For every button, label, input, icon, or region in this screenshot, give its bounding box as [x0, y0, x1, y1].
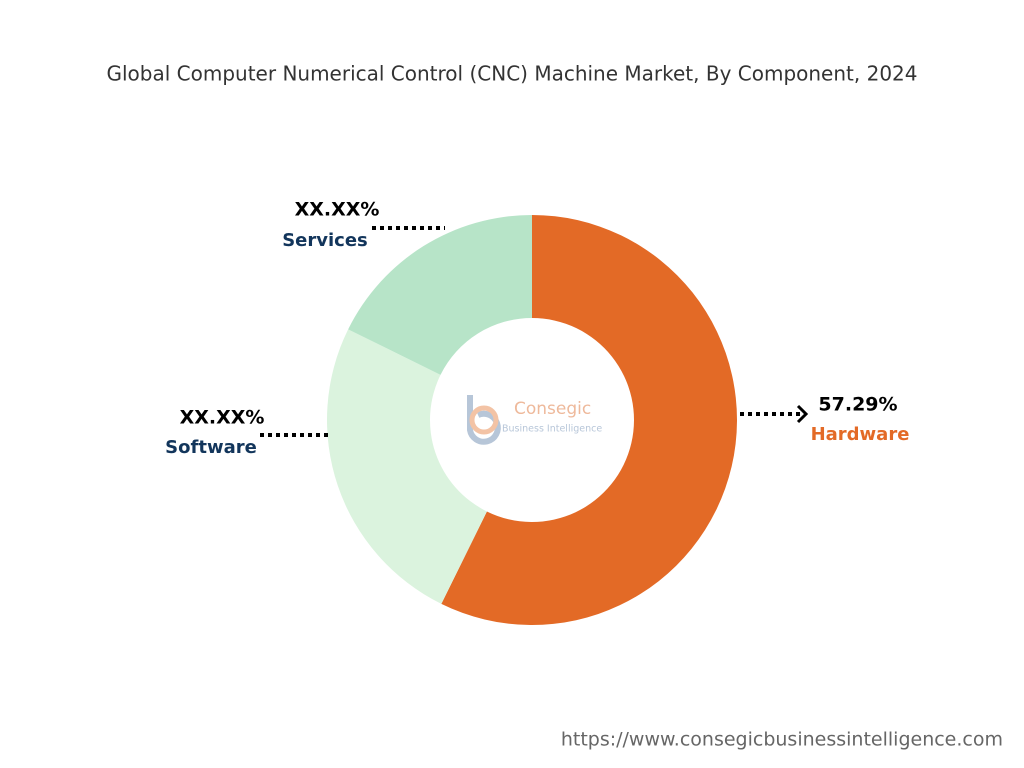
watermark: Consegic Business Intelligence — [467, 395, 602, 445]
logo-name: Consegic — [514, 399, 591, 419]
data-label: XX.XX% — [180, 407, 265, 429]
data-label: 57.29% — [818, 394, 897, 416]
data-label: XX.XX% — [295, 199, 380, 221]
legend-label: Services — [282, 230, 368, 251]
chart-title: Global Computer Numerical Control (CNC) … — [107, 62, 918, 86]
legend-label: Hardware — [811, 424, 910, 445]
donut-slice — [348, 215, 532, 375]
source-url: https://www.consegicbusinessintelligence… — [561, 729, 1003, 751]
legend-label: Software — [165, 437, 257, 458]
logo-mark — [467, 395, 501, 445]
donut-slice — [326, 329, 487, 604]
leader-arrow — [796, 404, 809, 424]
logo-tagline: Business Intelligence — [502, 424, 602, 435]
logo-mark — [469, 405, 499, 435]
donut-slice — [441, 215, 737, 625]
